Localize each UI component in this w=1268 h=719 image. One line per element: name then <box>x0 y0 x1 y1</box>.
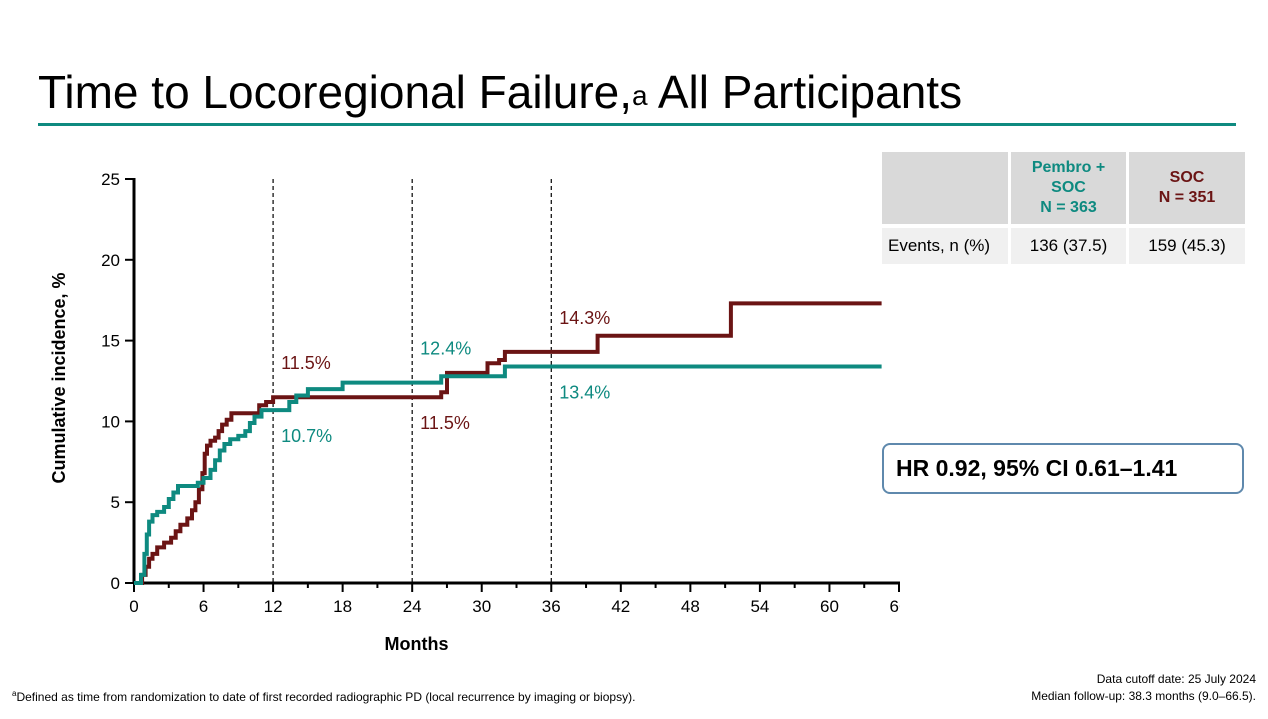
events-label: Events, n (%) <box>882 224 1008 264</box>
y-tick-label-20: 20 <box>101 251 120 270</box>
soc-header-text: SOC N = 351 <box>1158 169 1216 206</box>
title-main: Time to Locoregional Failure, <box>38 66 633 118</box>
pembro-events: 136 (37.5) <box>1011 224 1126 264</box>
x-tick-label-54: 54 <box>750 597 769 616</box>
soc-events: 159 (45.3) <box>1129 224 1245 264</box>
annotation-label-2: 12.4% <box>420 339 471 359</box>
page-title: Time to Locoregional Failure,a All Parti… <box>38 64 962 120</box>
y-tick-label-10: 10 <box>101 412 120 431</box>
annotation-label-4: 14.3% <box>559 308 610 328</box>
x-tick-label-36: 36 <box>542 597 561 616</box>
x-tick-label-0: 0 <box>129 597 138 616</box>
footnote-text: Defined as time from randomization to da… <box>16 690 636 704</box>
y-tick-label-25: 25 <box>101 170 120 189</box>
y-tick-label-0: 0 <box>111 574 120 593</box>
title-rest: All Participants <box>647 66 963 118</box>
table-header-pembro: Pembro + SOC N = 363 <box>1011 152 1126 224</box>
annotation-label-3: 11.5% <box>420 413 470 433</box>
x-tick-label-42: 42 <box>611 597 630 616</box>
footnote-mark: a <box>12 689 17 698</box>
title-footnote-mark: a <box>632 80 648 111</box>
series-line-soc <box>134 301 882 585</box>
y-tick-label-5: 5 <box>111 493 120 512</box>
x-tick-label-48: 48 <box>681 597 700 616</box>
x-tick-label-66: 66 <box>890 597 900 616</box>
x-tick-label-12: 12 <box>264 597 283 616</box>
pembro-header-text: Pembro + SOC N = 363 <box>1031 159 1106 216</box>
title-underline <box>38 123 1236 126</box>
x-tick-label-18: 18 <box>333 597 352 616</box>
events-table: Pembro + SOC N = 363 SOC N = 351 Events, n … <box>879 152 1248 264</box>
annotation-label-1: 10.7% <box>281 426 332 446</box>
hazard-ratio-box: HR 0.92, 95% CI 0.61–1.41 <box>882 443 1244 494</box>
y-tick-label-15: 15 <box>101 332 120 351</box>
x-tick-label-60: 60 <box>820 597 839 616</box>
x-tick-label-24: 24 <box>403 597 422 616</box>
table-row: Events, n (%) 136 (37.5) 159 (45.3) <box>882 224 1245 264</box>
series-line-pembro <box>134 364 882 585</box>
y-axis-label: Cumulative incidence, % <box>49 272 69 483</box>
annotation-label-5: 13.4% <box>559 382 610 402</box>
annotation-label-0: 11.5% <box>281 353 331 373</box>
table-header-soc: SOC N = 351 <box>1129 152 1245 224</box>
cutoff-date: Data cutoff date: 25 July 2024 <box>1096 672 1256 686</box>
x-axis-label: Months <box>385 634 449 654</box>
x-tick-label-30: 30 <box>472 597 491 616</box>
x-tick-label-6: 6 <box>199 597 208 616</box>
table-header-blank <box>882 152 1008 224</box>
cumulative-incidence-chart: 0 5 10 15 20 25 0 6 12 18 24 30 36 42 48 54 60 66 Months Cu… <box>49 170 900 654</box>
data-cutoff-note: Data cutoff date: 25 July 2024 Median fo… <box>1031 671 1256 705</box>
median-follow-up: Median follow-up: 38.3 months (9.0–66.5)… <box>1031 689 1256 703</box>
footnote: aDefined as time from randomization to d… <box>12 689 635 704</box>
